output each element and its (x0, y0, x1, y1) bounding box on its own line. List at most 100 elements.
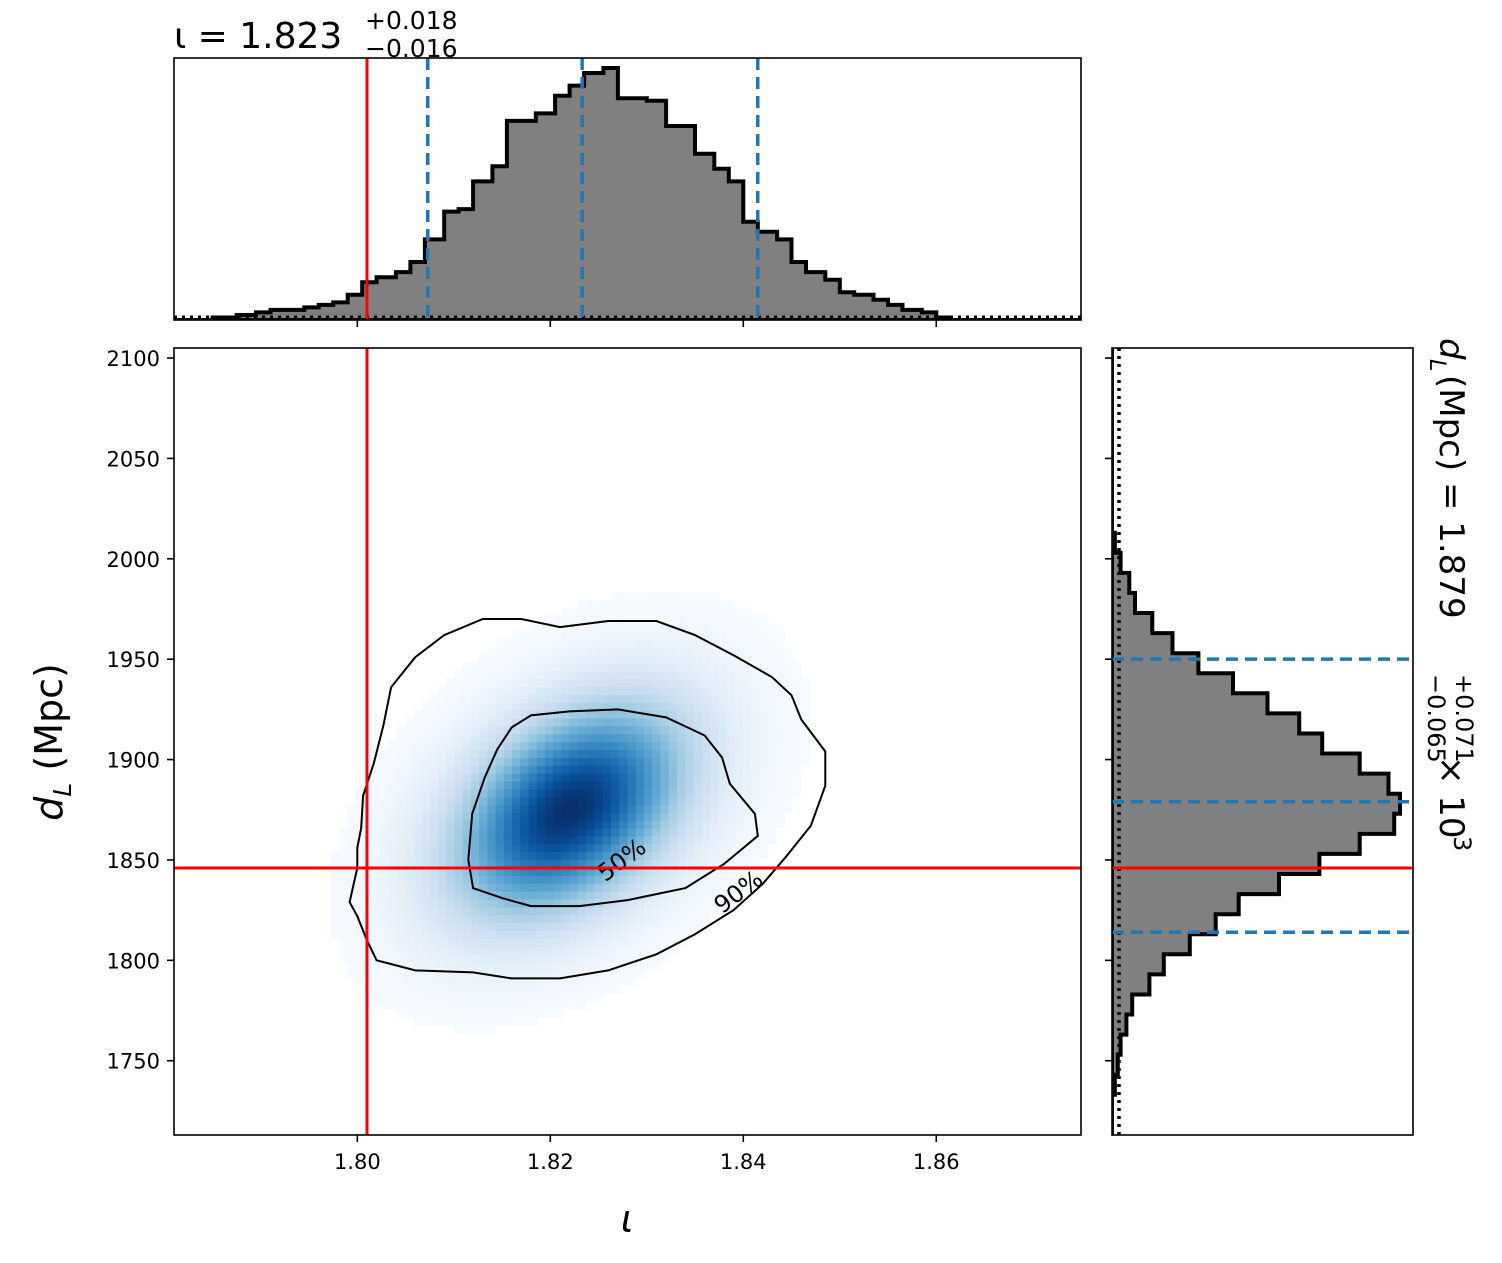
density-cell (775, 710, 785, 719)
density-cell (652, 828, 662, 837)
density-cell (487, 930, 497, 939)
y-tick-label: 2100 (107, 347, 160, 371)
density-cell (635, 859, 645, 869)
density-cell (479, 717, 488, 727)
density-cell (553, 898, 563, 908)
density-cell (742, 686, 752, 695)
density-cell (767, 717, 777, 727)
density-cell (413, 843, 422, 853)
density-cell (347, 828, 356, 837)
density-cell (676, 867, 686, 876)
density-cell (503, 961, 513, 971)
density-cell (536, 953, 546, 963)
density-cell (602, 930, 612, 939)
density-cell (693, 647, 703, 656)
density-cell (545, 725, 554, 735)
density-cell (454, 891, 464, 900)
y-axis-label-text: dL (Mpc) (27, 663, 77, 821)
density-cell (437, 710, 447, 719)
density-cell (734, 812, 744, 821)
density-cell (701, 725, 711, 735)
density-cell (742, 623, 752, 632)
density-cell (619, 843, 629, 853)
density-cell (800, 733, 810, 743)
density-cell (536, 820, 546, 829)
density-cell (734, 678, 744, 688)
density-cell (594, 812, 604, 821)
density-cell (553, 843, 563, 853)
density-cell (545, 741, 554, 750)
density-cell (668, 733, 678, 743)
density-cell (495, 867, 505, 876)
density-cell (520, 914, 530, 924)
density-cell (479, 1001, 488, 1010)
density-cell (520, 725, 530, 735)
density-cell (685, 757, 695, 766)
density-cell (462, 906, 472, 916)
density-cell (709, 828, 719, 837)
density-cell (380, 922, 389, 931)
density-cell (553, 875, 563, 884)
density-cell (446, 1016, 455, 1026)
density-cell (528, 898, 538, 908)
density-cell (561, 662, 571, 672)
density-cell (536, 961, 546, 971)
density-cell (652, 725, 662, 735)
x-tick-label: 1.80 (334, 1150, 381, 1174)
density-cell (627, 702, 637, 711)
density-cell (693, 891, 703, 900)
density-cell (520, 686, 530, 695)
density-cell (495, 780, 505, 790)
density-cell (726, 851, 736, 861)
density-cell (668, 930, 678, 939)
density-cell (413, 749, 422, 758)
density-cell (536, 883, 546, 892)
density-cell (602, 875, 612, 884)
density-cell (742, 820, 752, 829)
density-cell (726, 812, 736, 821)
density-cell (685, 733, 695, 743)
density-cell (709, 906, 719, 916)
density-cell (718, 670, 728, 680)
density-cell (503, 938, 513, 947)
density-cell (561, 686, 571, 695)
density-cell (495, 662, 505, 672)
density-cell (553, 859, 563, 869)
density-cell (709, 804, 719, 813)
density-cell (685, 804, 695, 813)
density-cell (446, 686, 455, 695)
density-cell (652, 780, 662, 790)
density-cell (429, 749, 439, 758)
density-cell (734, 843, 744, 853)
density-cell (676, 772, 686, 782)
density-cell (709, 859, 719, 869)
density-cell (627, 639, 637, 648)
density-cell (536, 772, 546, 782)
density-cell (751, 788, 761, 798)
iota-title-plus: +0.018 (365, 6, 458, 35)
density-cell (388, 820, 398, 829)
density-cell (569, 938, 579, 947)
density-cell (759, 828, 769, 837)
density-cell (429, 953, 439, 963)
density-cell (429, 710, 439, 719)
density-cell (470, 741, 480, 750)
density-cell (495, 851, 505, 861)
density-cell (487, 922, 497, 931)
density-cell (536, 741, 546, 750)
density-cell (487, 710, 497, 719)
density-cell (487, 717, 497, 727)
top-panel-frame (173, 57, 1082, 321)
density-cell (388, 930, 398, 939)
density-cell (709, 710, 719, 719)
density-cell (611, 623, 620, 632)
density-cell (751, 694, 761, 703)
density-cell (693, 780, 703, 790)
density-cell (545, 796, 554, 806)
dL-title-main: (Mpc) = 1.879 (1431, 375, 1471, 619)
density-cell (693, 710, 703, 719)
density-cell (495, 977, 505, 987)
density-cell (611, 662, 620, 672)
density-cell (734, 607, 744, 617)
density-cell (495, 875, 505, 884)
